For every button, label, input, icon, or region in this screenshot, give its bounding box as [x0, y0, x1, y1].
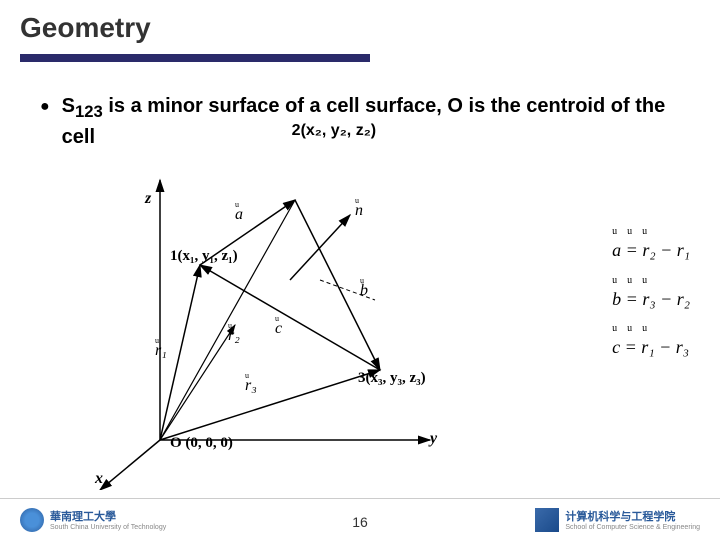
title-underline: [20, 54, 370, 62]
vec-c: uc: [275, 318, 282, 338]
vec-b: ub: [360, 280, 368, 300]
label-p3: 3(x₃, y₃, z₃): [358, 370, 426, 387]
bullet-marker: ●: [40, 96, 50, 118]
axis-z-label: z: [145, 190, 151, 208]
vec-r1: ur₁: [155, 340, 167, 360]
eq2: u u ub = r₃ − r₂: [612, 279, 690, 320]
eq1: u u ua = r₂ − r₁: [612, 230, 690, 271]
axis-x-label: x: [95, 470, 103, 488]
footer-left-sub: South China University of Technology: [50, 524, 166, 531]
vec-a: ua: [235, 204, 243, 224]
label-p2-inline: 2(x₂, y₂, z₂): [292, 120, 376, 142]
school-logo-icon: [535, 508, 559, 532]
bullet-content: S123 is a minor surface of a cell surfac…: [62, 92, 680, 151]
slide-title: Geometry: [0, 0, 720, 44]
footer-right: 计算机科学与工程学院 School of Computer Science & …: [535, 508, 700, 532]
diagram: z y x 1(x₁, y₁, z₁) 3(x₃, y₃, z₃) O (0, …: [80, 170, 480, 490]
footer-right-sub: School of Computer Science & Engineering: [565, 524, 700, 531]
footer-right-text: 计算机科学与工程学院: [565, 508, 700, 524]
bullet-row: ● S123 is a minor surface of a cell surf…: [0, 62, 720, 151]
bullet-pre: S: [62, 95, 75, 117]
equation-block: u u ua = r₂ − r₁ u u ub = r₃ − r₂ u u uc…: [612, 230, 690, 376]
label-p1: 1(x₁, y₁, z₁): [170, 248, 238, 265]
footer-left-text: 華南理工大學: [50, 508, 166, 524]
eq3: u u uc = r₁ − r₃: [612, 327, 690, 368]
axis-y-label: y: [430, 430, 437, 448]
page-number: 16: [352, 514, 368, 530]
vec-r3: ur₃: [245, 375, 257, 395]
label-origin: O (0, 0, 0): [170, 435, 233, 452]
vec-r2: ur₂: [228, 325, 240, 345]
footer-left: 華南理工大學 South China University of Technol…: [20, 508, 166, 532]
vec-n: un: [355, 200, 363, 220]
university-logo-icon: [20, 508, 44, 532]
bullet-sub: 123: [75, 102, 103, 121]
